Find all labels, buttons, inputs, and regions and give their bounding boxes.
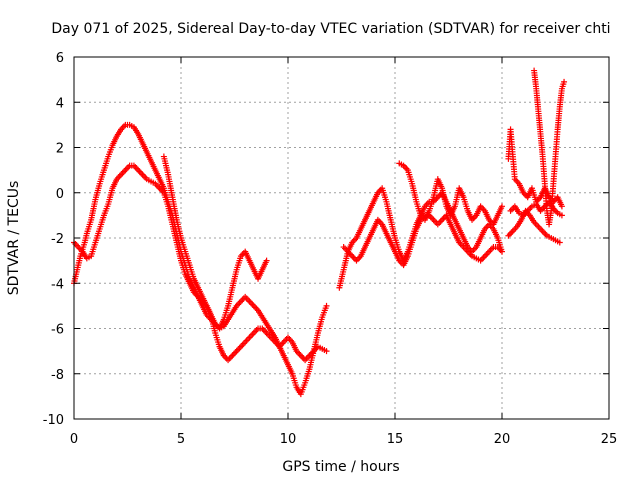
data-point [556, 239, 563, 246]
y-tick-label: -6 [51, 323, 64, 338]
series-track-j [507, 198, 565, 219]
data-point [323, 348, 330, 355]
data-point [558, 203, 565, 210]
x-tick-label: 15 [387, 432, 404, 447]
series-track-e [340, 212, 505, 269]
data-point [323, 302, 330, 309]
series-track-g [505, 126, 565, 210]
data-point [263, 257, 270, 264]
grid [74, 57, 609, 419]
series-track-i [531, 67, 568, 228]
x-tick-label: 0 [70, 432, 78, 447]
series-track-a [71, 121, 330, 398]
x-tick-label: 5 [177, 432, 185, 447]
series-track-d [336, 185, 505, 291]
data-point [558, 212, 565, 219]
data-series [71, 67, 568, 398]
y-tick-label: 0 [56, 187, 64, 202]
chart-title: Day 071 of 2025, Sidereal Day-to-day VTE… [51, 21, 610, 37]
series-track-b [71, 162, 330, 364]
y-tick-label: 2 [56, 142, 64, 157]
data-point [499, 248, 505, 255]
y-tick-label: 4 [56, 96, 64, 111]
series-track-f [396, 160, 505, 228]
x-axis-label: GPS time / hours [282, 459, 399, 475]
y-axis-label: SDTVAR / TECUs [6, 181, 22, 296]
series-track-c [160, 153, 270, 332]
y-tick-label: -8 [51, 368, 64, 383]
axis-ticks: -10 -8 -6 -4 -2 0 2 4 6 0 5 10 15 20 25 [43, 51, 618, 447]
data-point [561, 78, 568, 85]
y-tick-label: -10 [43, 413, 64, 428]
data-point [499, 203, 505, 210]
x-tick-label: 25 [601, 432, 618, 447]
series-track-h [505, 207, 563, 246]
x-tick-label: 10 [280, 432, 297, 447]
y-tick-label: -4 [51, 277, 64, 292]
x-tick-label: 20 [494, 432, 511, 447]
y-tick-label: 6 [56, 51, 64, 66]
y-tick-label: -2 [51, 232, 64, 247]
